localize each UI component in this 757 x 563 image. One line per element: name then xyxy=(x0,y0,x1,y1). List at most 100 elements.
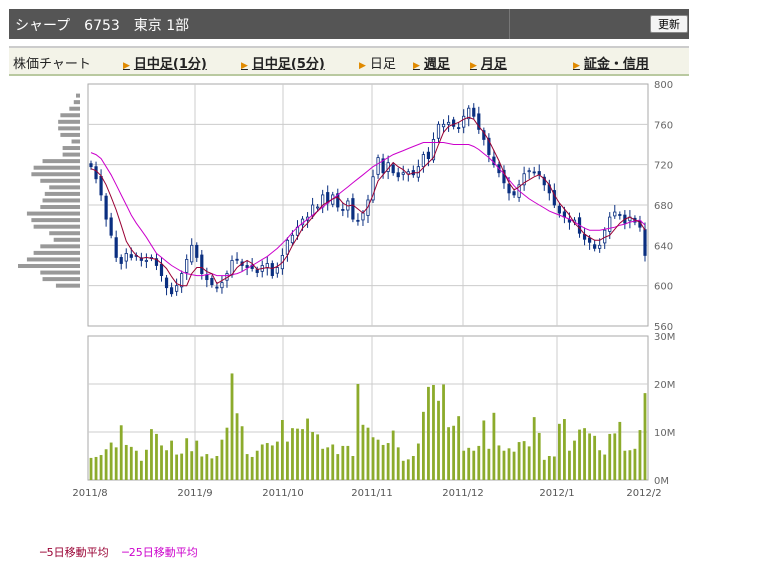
candle-body xyxy=(608,216,612,232)
volume-bar xyxy=(89,457,93,480)
candle-body xyxy=(562,211,567,218)
volume-bar xyxy=(422,411,425,480)
volume-bar xyxy=(311,432,314,480)
volume-profile-bar xyxy=(62,152,80,157)
price-tick-label: 720 xyxy=(654,161,673,172)
volume-bar xyxy=(165,450,168,480)
volume-bar xyxy=(190,451,194,480)
volume-profile-bar xyxy=(60,132,80,137)
x-tick-label: 2011/8 xyxy=(72,488,107,499)
volume-bar xyxy=(618,421,622,480)
tab-monthly[interactable]: ▶ 月足 xyxy=(470,53,507,72)
candle-body xyxy=(431,139,436,161)
volume-bar xyxy=(613,433,617,480)
candle-body xyxy=(310,204,315,217)
tab-intraday-5min[interactable]: ▶ 日中足(5分) xyxy=(241,53,325,72)
volume-bar xyxy=(371,437,375,480)
volume-bar xyxy=(638,430,642,480)
candle-body xyxy=(114,237,118,258)
header-bar: シャープ 6753 東京 1部 更新 xyxy=(9,9,689,39)
volume-bar xyxy=(265,443,269,480)
candle-body xyxy=(492,156,496,166)
ma25-line xyxy=(90,142,646,277)
candle-body xyxy=(331,194,335,205)
volume-profile-bar xyxy=(58,126,80,131)
candle-body xyxy=(452,119,456,127)
candle-body xyxy=(215,286,219,289)
volume-bar xyxy=(306,418,309,480)
volume-bar xyxy=(124,444,128,480)
volume-bar xyxy=(447,427,450,480)
volume-bar xyxy=(623,450,627,480)
volume-bar xyxy=(321,448,325,480)
price-tick-label: 760 xyxy=(654,120,673,131)
candle-body xyxy=(225,273,229,281)
candle-body xyxy=(482,130,486,140)
volume-bar xyxy=(578,429,581,480)
volume-bar xyxy=(296,428,299,480)
volume-bar xyxy=(487,448,491,480)
volume-bar xyxy=(331,444,335,480)
volume-bar xyxy=(150,429,153,480)
volume-profile-bar xyxy=(26,211,80,216)
candle-body xyxy=(94,166,98,180)
volume-bar xyxy=(497,445,501,480)
tab-intraday-1min[interactable]: ▶ 日中足(1分) xyxy=(123,53,207,72)
candle-body xyxy=(270,263,274,276)
tab-label: 週足 xyxy=(423,57,450,72)
candle-body xyxy=(230,260,234,276)
price-plot-frame xyxy=(87,83,649,327)
candle-body xyxy=(376,157,380,175)
ma5-line xyxy=(90,116,646,287)
volume-bar xyxy=(457,416,461,480)
candle-body xyxy=(416,166,420,178)
volume-bar xyxy=(230,373,234,480)
volume-bar xyxy=(361,424,365,480)
candle-body xyxy=(149,257,154,259)
volume-profile-bar xyxy=(49,231,80,236)
tab-label: 株価チャート xyxy=(13,57,91,72)
tab-margin-credit[interactable]: ▶ 証金・信用 xyxy=(573,53,649,72)
refresh-button[interactable]: 更新 xyxy=(650,15,688,33)
candle-body xyxy=(582,234,587,240)
volume-bar xyxy=(391,430,395,480)
volume-bar xyxy=(563,419,566,480)
volume-bar xyxy=(628,450,632,480)
candle-body xyxy=(124,252,128,262)
candle-body xyxy=(532,171,536,174)
volume-bar xyxy=(134,450,138,480)
volume-bar xyxy=(472,450,476,480)
volume-bar xyxy=(341,445,345,480)
volume-tick-label: 10M xyxy=(654,428,675,439)
volume-bar xyxy=(260,444,264,480)
arrow-icon: ▶ xyxy=(470,61,477,71)
chart-legend: ─5日移動平均 ─25日移動平均 xyxy=(40,544,208,560)
candle-body xyxy=(462,115,466,128)
candle-body xyxy=(497,164,501,174)
arrow-icon: ▶ xyxy=(573,61,580,71)
candle-body xyxy=(557,205,561,214)
volume-bar xyxy=(542,459,546,480)
candle-body xyxy=(436,123,441,139)
volume-bar xyxy=(99,455,103,480)
tab-weekly[interactable]: ▶ 週足 xyxy=(413,53,450,72)
volume-profile-bar xyxy=(58,119,80,124)
volume-bar xyxy=(205,454,209,480)
candle-body xyxy=(522,173,526,186)
candle-body xyxy=(119,257,123,264)
volume-bar xyxy=(119,425,123,480)
volume-profile-bar xyxy=(73,100,80,105)
candle-body xyxy=(295,226,300,236)
volume-bar xyxy=(411,456,415,480)
arrow-icon: ▶ xyxy=(123,61,130,71)
arrow-icon: ▶ xyxy=(359,61,366,71)
volume-bar xyxy=(316,434,320,480)
candle-body xyxy=(280,255,284,270)
candle-body xyxy=(598,244,602,249)
volume-profile-bar xyxy=(31,218,81,223)
volume-profile-bar xyxy=(53,237,80,242)
volume-profile-bar xyxy=(69,106,80,111)
tab-stock-chart: 株価チャート xyxy=(13,53,91,72)
volume-bar xyxy=(406,459,410,480)
candle-body xyxy=(396,172,400,178)
